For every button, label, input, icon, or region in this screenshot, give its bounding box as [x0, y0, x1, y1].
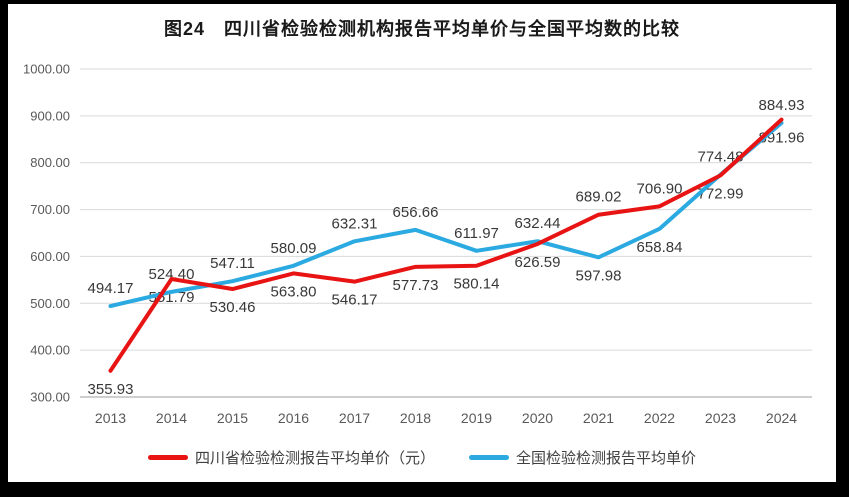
data-label: 611.97 — [454, 225, 499, 242]
data-label: 547.11 — [210, 255, 255, 272]
data-label: 530.46 — [210, 299, 256, 316]
x-tick-label: 2016 — [278, 410, 309, 426]
x-tick-label: 2023 — [705, 410, 736, 426]
y-tick-label: 900.00 — [30, 108, 70, 123]
x-tick-label: 2018 — [400, 410, 431, 426]
y-tick-label: 400.00 — [30, 343, 70, 358]
x-tick-label: 2017 — [339, 410, 370, 426]
data-label: 355.93 — [88, 381, 134, 398]
data-label: 632.44 — [515, 215, 561, 232]
x-tick-label: 2022 — [644, 410, 675, 426]
x-tick-label: 2021 — [583, 410, 614, 426]
data-label: 597.98 — [576, 267, 622, 284]
data-label: 689.02 — [576, 189, 622, 206]
data-label: 580.09 — [271, 240, 317, 257]
chart-title: 图24 四川省检验检测机构报告平均单价与全国平均数的比较 — [163, 19, 681, 39]
red-line-swatch-icon — [147, 455, 188, 460]
blue-line-swatch-icon — [469, 455, 509, 460]
data-label: 524.40 — [149, 266, 195, 283]
x-tick-label: 2020 — [522, 410, 553, 426]
legend-item-sichuan: 四川省检验检测报告平均单价（元） — [147, 447, 435, 468]
y-tick-label: 300.00 — [30, 390, 70, 405]
data-label: 580.14 — [454, 276, 500, 293]
series-line-national — [108, 120, 784, 309]
y-tick-label: 600.00 — [30, 249, 70, 264]
data-label: 494.17 — [88, 280, 134, 297]
data-label: 546.17 — [332, 292, 378, 309]
data-label: 706.90 — [637, 180, 683, 197]
line-chart: 300.00 400.00 500.00 600.00 700.00 800.00 900.… — [23, 62, 812, 426]
data-label: 658.84 — [637, 239, 683, 256]
legend-label-national: 全国检验检测报告平均单价 — [516, 450, 697, 467]
data-label: 626.59 — [515, 254, 561, 271]
x-tick-label: 2014 — [156, 410, 187, 426]
x-tick-label: 2019 — [461, 410, 492, 426]
y-tick-label: 1000.00 — [23, 62, 70, 77]
data-label: 563.80 — [271, 283, 317, 300]
chart-legend: 四川省检验检测报告平均单价（元） 全国检验检测报告平均单价 — [8, 447, 836, 468]
data-label: 577.73 — [393, 277, 439, 294]
data-label: 772.99 — [698, 185, 744, 202]
y-tick-label: 500.00 — [30, 296, 70, 311]
series-line-sichuan — [108, 117, 784, 373]
y-tick-label: 700.00 — [30, 202, 70, 217]
data-label: 656.66 — [393, 204, 439, 221]
x-tick-label: 2024 — [766, 410, 797, 426]
data-label: 632.31 — [332, 215, 378, 232]
legend-item-national: 全国检验检测报告平均单价 — [469, 447, 696, 468]
data-label: 774.48 — [698, 149, 744, 166]
y-tick-label: 800.00 — [30, 155, 70, 170]
x-tick-label: 2015 — [217, 410, 248, 426]
data-label: 884.93 — [759, 97, 805, 114]
legend-label-sichuan: 四川省检验检测报告平均单价（元） — [194, 450, 435, 467]
x-tick-label: 2013 — [95, 410, 126, 426]
chart-canvas: 图24 四川省检验检测机构报告平均单价与全国平均数的比较 300.00 400.0… — [8, 4, 836, 482]
